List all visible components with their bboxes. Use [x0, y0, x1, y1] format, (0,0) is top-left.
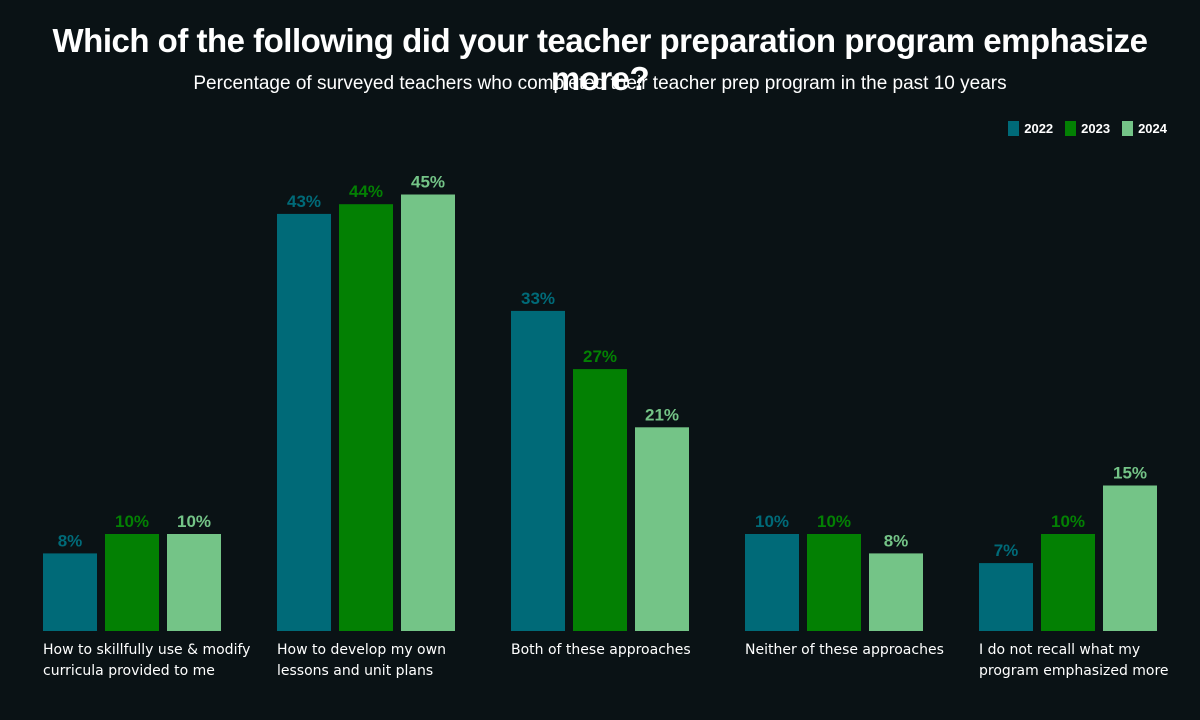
data-label-2024-cat2: 45%: [411, 173, 445, 192]
bar-2022-cat5: [979, 563, 1033, 631]
category-label-5-line1: I do not recall what my: [979, 642, 1140, 658]
category-label-4-line1: Neither of these approaches: [745, 642, 944, 658]
data-label-2022-cat2: 43%: [287, 192, 321, 211]
chart-subtitle: Percentage of surveyed teachers who comp…: [193, 73, 1007, 94]
legend-swatch-2023: [1065, 121, 1077, 136]
bar-2024-cat4: [869, 553, 923, 631]
category-label-3-line1: Both of these approaches: [511, 642, 691, 658]
legend-item-2022: 2022: [1008, 121, 1053, 136]
data-label-2022-cat3: 33%: [521, 289, 555, 308]
legend-item-2024: 2024: [1122, 121, 1167, 136]
data-label-2022-cat1: 8%: [58, 531, 83, 550]
legend-swatch-2022: [1008, 121, 1020, 136]
bar-2023-cat4: [807, 534, 861, 631]
data-label-2023-cat5: 10%: [1051, 512, 1085, 531]
legend-label-2022: 2022: [1024, 121, 1054, 136]
bar-2022-cat4: [745, 534, 799, 631]
data-label-2023-cat4: 10%: [817, 512, 851, 531]
data-label-2022-cat4: 10%: [755, 512, 789, 531]
bar-2023-cat2: [339, 204, 393, 631]
bar-2024-cat1: [167, 534, 221, 631]
legend: 2022 2023 2024: [1008, 121, 1167, 136]
bar-2022-cat3: [511, 310, 565, 631]
chart-title: Which of the following did your teacher …: [52, 22, 1148, 97]
bar-2024-cat5: [1103, 485, 1157, 631]
legend-label-2024: 2024: [1138, 121, 1167, 136]
bar-2024-cat3: [635, 427, 689, 631]
data-label-2023-cat3: 27%: [583, 347, 617, 366]
data-label-2022-cat5: 7%: [994, 541, 1019, 560]
legend-swatch-2024: [1122, 121, 1134, 136]
category-label-1-line1: How to skillfully use & modify: [43, 642, 250, 658]
category-label-2-line1: How to develop my own: [277, 642, 446, 658]
bar-2023-cat5: [1041, 534, 1095, 631]
category-label-2-line2: lessons and unit plans: [277, 663, 433, 679]
category-label-1-line2: curricula provided to me: [43, 663, 215, 679]
bar-2023-cat3: [573, 369, 627, 631]
data-label-2024-cat3: 21%: [645, 405, 679, 424]
category-label-5-line2: program emphasized more: [979, 663, 1169, 679]
data-label-2024-cat5: 15%: [1113, 464, 1147, 483]
legend-item-2023: 2023: [1065, 121, 1110, 136]
bar-2024-cat2: [401, 194, 455, 631]
legend-label-2023: 2023: [1081, 121, 1111, 136]
data-label-2024-cat1: 10%: [177, 512, 211, 531]
data-label-2023-cat2: 44%: [349, 182, 383, 201]
data-label-2023-cat1: 10%: [115, 512, 149, 531]
bar-2022-cat1: [43, 553, 97, 631]
data-label-2024-cat4: 8%: [884, 531, 909, 550]
bar-2023-cat1: [105, 534, 159, 631]
bar-2022-cat2: [277, 213, 331, 631]
